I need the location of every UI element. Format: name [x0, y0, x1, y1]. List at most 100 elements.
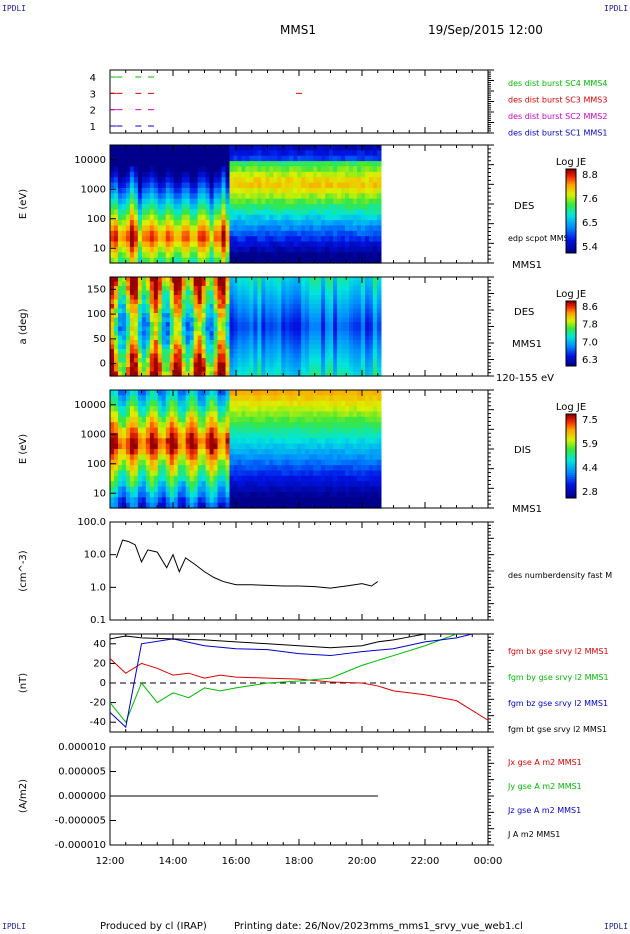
heatmap-cell — [213, 145, 219, 151]
heatmap-cell — [137, 353, 143, 359]
heatmap-cell — [309, 362, 314, 368]
heatmap-cell — [201, 422, 207, 429]
heatmap-cell — [245, 166, 251, 173]
heatmap-cell — [117, 395, 123, 402]
heatmap-cell — [333, 236, 338, 243]
heatmap-cell — [293, 390, 298, 396]
heatmap-cell — [341, 390, 346, 396]
heatmap-cell — [364, 331, 370, 337]
heatmap-cell — [281, 225, 286, 232]
heatmap-cell — [169, 214, 175, 221]
heatmap-cell — [141, 187, 147, 194]
heatmap-cell — [364, 246, 370, 253]
heatmap-cell — [225, 340, 231, 346]
heatmap-cell — [121, 486, 127, 493]
heatmap-cell — [221, 432, 227, 439]
heatmap-cell — [341, 204, 346, 210]
heatmap-cell — [205, 481, 211, 488]
heatmap-cell — [177, 411, 183, 418]
heatmap-cell — [113, 427, 119, 434]
heatmap-cell — [261, 459, 266, 466]
heatmap-cell — [209, 322, 215, 328]
heatmap-cell — [145, 246, 151, 253]
heatmap-cell — [117, 432, 123, 439]
heatmap-cell — [161, 481, 167, 488]
heatmap-cell — [113, 358, 119, 364]
heatmap-cell — [253, 353, 259, 359]
heatmap-cell — [321, 502, 326, 509]
heatmap-cell — [269, 209, 274, 216]
heatmap-cell — [161, 252, 167, 259]
heatmap-cell — [229, 486, 235, 493]
heatmap-cell — [173, 177, 179, 184]
heatmap-cell — [309, 411, 314, 418]
heatmap-cell — [376, 290, 382, 296]
heatmap-cell — [221, 390, 227, 396]
heatmap-cell — [165, 502, 171, 509]
heatmap-cell — [305, 454, 310, 461]
heatmap-cell — [360, 486, 366, 493]
colorbar-step — [566, 227, 576, 231]
heatmap-cell — [229, 209, 235, 216]
heatmap-cell — [165, 204, 171, 210]
heatmap-cell — [325, 497, 330, 504]
heatmap-cell — [169, 344, 175, 350]
heatmap-cell — [229, 225, 235, 232]
heatmap-cell — [313, 326, 318, 332]
heatmap-cell — [177, 491, 183, 498]
heatmap-cell — [356, 367, 362, 373]
heatmap-cell — [325, 331, 330, 337]
heatmap-cell — [360, 198, 366, 205]
heatmap-cell — [217, 214, 223, 221]
heatmap-cell — [273, 371, 278, 377]
heatmap-cell — [337, 166, 342, 173]
heatmap-cell — [325, 411, 330, 418]
heatmap-cell — [309, 475, 314, 482]
heatmap-cell — [329, 193, 334, 200]
heatmap-cell — [301, 299, 306, 305]
heatmap-cell — [157, 204, 163, 210]
heatmap-cell — [249, 362, 255, 368]
heatmap-cell — [281, 335, 286, 341]
heatmap-cell — [356, 371, 362, 377]
heatmap-cell — [129, 308, 135, 314]
heatmap-cell — [165, 395, 171, 402]
heatmap-cell — [209, 187, 215, 194]
heatmap-cell — [110, 317, 115, 323]
heatmap-cell — [133, 317, 139, 323]
heatmap-cell — [356, 438, 362, 445]
heatmap-cell — [169, 304, 175, 310]
heatmap-cell — [349, 422, 354, 429]
heatmap-cell — [177, 220, 183, 227]
heatmap-cell — [333, 150, 338, 157]
heatmap-cell — [181, 353, 187, 359]
heatmap-cell — [372, 416, 378, 423]
heatmap-cell — [133, 395, 139, 402]
heatmap-cell — [133, 475, 139, 482]
heatmap-cell — [273, 304, 278, 310]
heatmap-cell — [133, 349, 139, 355]
heatmap-cell — [285, 465, 290, 472]
heatmap-cell — [113, 422, 119, 429]
heatmap-cell — [376, 427, 382, 434]
colorbar-step — [566, 175, 576, 178]
heatmap-cell — [364, 371, 370, 377]
heatmap-cell — [193, 214, 199, 221]
heatmap-cell — [349, 241, 354, 248]
heatmap-cell — [245, 406, 251, 413]
heatmap-cell — [245, 236, 251, 243]
heatmap-cell — [353, 465, 358, 472]
heatmap-cell — [209, 193, 215, 200]
heatmap-cell — [345, 390, 350, 396]
heatmap-cell — [185, 257, 191, 264]
heatmap-cell — [245, 295, 251, 301]
heatmap-cell — [169, 161, 175, 168]
heatmap-cell — [117, 411, 123, 418]
heatmap-cell — [110, 475, 115, 482]
heatmap-cell — [329, 449, 334, 455]
burst-panel-ytick-label: 3 — [90, 89, 96, 100]
heatmap-cell — [169, 187, 175, 194]
heatmap-cell — [221, 481, 227, 488]
colorbar-step — [566, 169, 576, 172]
heatmap-cell — [149, 155, 155, 162]
